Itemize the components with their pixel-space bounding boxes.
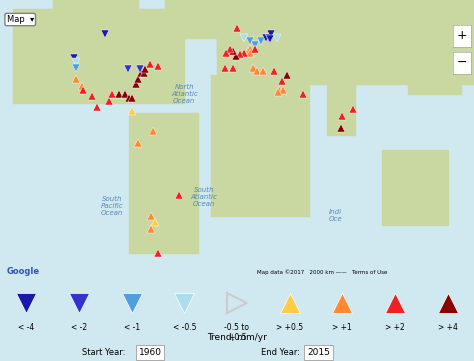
Text: > +4: > +4 <box>438 323 457 332</box>
Bar <box>382 150 447 225</box>
Bar <box>217 0 283 56</box>
Text: < -4: < -4 <box>18 323 35 332</box>
Bar <box>53 0 138 56</box>
Text: Google: Google <box>7 267 40 276</box>
Text: North
Atlantic
Ocean: North Atlantic Ocean <box>171 84 198 104</box>
Bar <box>13 9 184 103</box>
Text: Indi
Oce: Indi Oce <box>329 209 343 222</box>
Text: > +2: > +2 <box>385 323 405 332</box>
Text: > +1: > +1 <box>332 323 352 332</box>
Text: < -2: < -2 <box>71 323 87 332</box>
Text: < -0.5: < -0.5 <box>173 323 196 332</box>
Text: Start Year:: Start Year: <box>82 348 125 357</box>
Text: Trend, mm/yr: Trend, mm/yr <box>207 333 267 342</box>
Text: +: + <box>456 29 467 42</box>
Text: -0.5 to
+0.5: -0.5 to +0.5 <box>225 323 249 342</box>
Bar <box>327 79 356 135</box>
Text: South
Atlantic
Ocean: South Atlantic Ocean <box>191 187 218 207</box>
Bar <box>408 28 461 94</box>
Text: End Year:: End Year: <box>261 348 300 357</box>
Text: South
Pacific
Ocean: South Pacific Ocean <box>100 196 123 217</box>
Text: Map data ©2017   2000 km ——   Terms of Use: Map data ©2017 2000 km —— Terms of Use <box>257 269 387 275</box>
Bar <box>164 0 230 38</box>
Text: > +0.5: > +0.5 <box>276 323 303 332</box>
Bar <box>210 75 310 216</box>
Text: 2015: 2015 <box>307 348 330 357</box>
Text: −: − <box>456 56 467 69</box>
Text: Map  ▾: Map ▾ <box>7 15 34 24</box>
Text: < -1: < -1 <box>124 323 140 332</box>
Text: 1960: 1960 <box>138 348 162 357</box>
Bar <box>217 0 474 84</box>
Bar <box>129 113 198 253</box>
